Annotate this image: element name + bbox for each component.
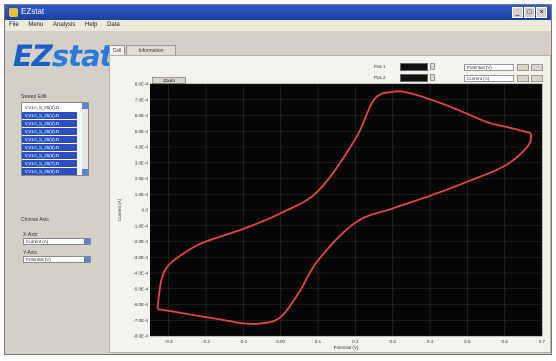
x-tick-label: 0.6 — [502, 339, 509, 344]
y-tick-label: 8.0E-4 — [135, 82, 149, 87]
y-tick-label: 1.0E-4 — [135, 192, 149, 197]
current-field[interactable]: Current (A) — [464, 75, 514, 82]
y-tick-label: -6.0E-4 — [133, 302, 148, 307]
y-tick-label: 4.0E-4 — [135, 145, 149, 150]
pos2-spinner[interactable] — [430, 74, 435, 81]
menu-analysis[interactable]: Analysis — [53, 22, 76, 28]
potential-btn-a[interactable] — [517, 64, 529, 71]
sweep-item[interactable]: CV1A_5_25(7).D — [22, 160, 77, 167]
logo-text-ez: EZ — [13, 39, 53, 73]
menu-data[interactable]: Data — [107, 22, 120, 28]
tab-cell[interactable]: Cell — [109, 45, 125, 55]
y-axis-dropdown[interactable]: Potential (V) — [23, 256, 91, 263]
pos1-readout — [400, 63, 428, 71]
y-tick-label: 7.0E-4 — [135, 97, 149, 102]
main-panel: Zoom Pos 1 Pos 2 Potential (V) Current (… — [109, 55, 551, 353]
x-axis-value: Current (A) — [26, 239, 49, 244]
sweep-item[interactable]: CV1A_5_25(2).D — [22, 120, 77, 127]
sweep-item[interactable]: CV1A_5_25(1).D — [22, 112, 77, 119]
chevron-down-icon[interactable] — [84, 239, 90, 244]
app-window: EZstat _ □ × File Menu Analysis Help Dat… — [4, 4, 552, 355]
x-tick-label: 0.3 — [390, 339, 397, 344]
cv-trace — [156, 90, 532, 325]
x-axis-title: Potential (V) — [334, 345, 359, 350]
menu-menu[interactable]: Menu — [28, 22, 44, 28]
scroll-up-icon[interactable] — [82, 103, 88, 109]
window-title: EZstat — [21, 7, 45, 16]
y-axis-label: Y-Axis — [23, 250, 37, 256]
x-tick-label: -0.3 — [165, 339, 173, 344]
x-tick-label: 0.7 — [539, 339, 546, 344]
chevron-down-icon[interactable] — [84, 257, 90, 262]
y-tick-label: -5.0E-4 — [133, 286, 148, 291]
y-tick-label: -4.0E-4 — [133, 271, 148, 276]
x-axis-dropdown[interactable]: Current (A) — [23, 238, 91, 245]
title-bar: EZstat _ □ × — [5, 5, 551, 20]
y-tick-label: -8.0E-4 — [133, 334, 148, 339]
y-tick-label: -1.0E-4 — [133, 223, 148, 228]
x-tick-label: 0.5 — [464, 339, 471, 344]
choose-axis-label: Choose Axis — [21, 217, 49, 223]
sweep-section-label: Sweep Edit — [21, 94, 47, 100]
potential-field[interactable]: Potential (V) — [464, 64, 514, 71]
y-tick-label: 6.0E-4 — [135, 113, 149, 118]
cv-chart: -0.3 -0.2 -0.1 0.00 0.1 0.2 0.3 0.4 0.5 0.6 0.7 8.0… — [117, 82, 546, 351]
sweep-item[interactable]: CV1A_5_25(4).D — [22, 136, 77, 143]
x-tick-label: -0.1 — [239, 339, 247, 344]
menu-file[interactable]: File — [9, 22, 19, 28]
current-btn-b[interactable] — [531, 75, 543, 82]
y-tick-label: 2.0E-4 — [135, 176, 149, 181]
pos2-label: Pos 2 — [374, 75, 386, 80]
sweep-item[interactable]: CV1A_5_25(0).D — [22, 104, 77, 111]
x-tick-label: 0.1 — [315, 339, 322, 344]
sweep-item[interactable]: CV1A_5_25(6).D — [22, 152, 77, 159]
app-icon — [9, 8, 18, 17]
tab-information[interactable]: Information — [126, 45, 176, 55]
pos1-spinner[interactable] — [430, 63, 435, 70]
menu-bar: File Menu Analysis Help Data — [5, 20, 551, 31]
sweep-item[interactable]: CV1A_5_25(8).D — [22, 168, 77, 175]
x-tick-label: 0.00 — [276, 339, 285, 344]
x-tick-label: -0.2 — [202, 339, 210, 344]
y-axis-title: Current (A) — [117, 198, 122, 221]
sweep-item[interactable]: CV1A_5_25(3).D — [22, 128, 77, 135]
sweep-list-scrollbar[interactable] — [82, 103, 88, 175]
y-axis-value: Potential (V) — [26, 257, 51, 262]
minimize-button[interactable]: _ — [512, 7, 523, 18]
scroll-down-icon[interactable] — [82, 169, 88, 175]
y-tick-label: 5.0E-4 — [135, 129, 149, 134]
x-axis-label: X-Axis — [23, 232, 38, 238]
logo-text-stat: stat — [51, 39, 114, 73]
x-tick-label: 0.4 — [427, 339, 434, 344]
maximize-button[interactable]: □ — [524, 7, 535, 18]
sweep-list[interactable]: CV1A_5_25(0).D CV1A_5_25(1).D CV1A_5_25(… — [21, 102, 89, 176]
y-tick-label: 0.0 — [142, 208, 149, 213]
ezstat-logo: EZstat — [13, 39, 114, 73]
current-btn-a[interactable] — [517, 75, 529, 82]
pos2-readout — [400, 74, 428, 82]
close-button[interactable]: × — [536, 7, 547, 18]
y-tick-label: -7.0E-4 — [133, 318, 148, 323]
menu-help[interactable]: Help — [85, 22, 98, 28]
y-tick-label: -3.0E-4 — [133, 255, 148, 260]
x-tick-label: 0.2 — [352, 339, 359, 344]
y-tick-label: 3.0E-4 — [135, 160, 149, 165]
zoom-button[interactable]: Zoom — [152, 77, 186, 84]
y-tick-label: -2.0E-4 — [133, 239, 148, 244]
sweep-item[interactable]: CV1A_5_25(5).D — [22, 144, 77, 151]
potential-btn-b[interactable] — [531, 64, 543, 71]
pos1-label: Pos 1 — [374, 64, 386, 69]
